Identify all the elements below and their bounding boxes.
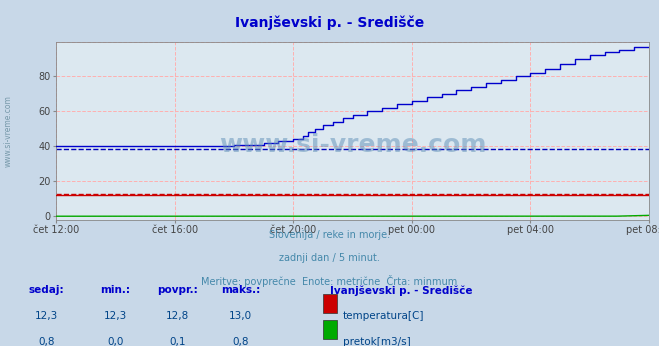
Text: 0,8: 0,8 [38, 337, 55, 346]
Text: povpr.:: povpr.: [158, 285, 198, 295]
Text: 0,1: 0,1 [169, 337, 186, 346]
Text: sedaj:: sedaj: [28, 285, 64, 295]
Text: 0,0: 0,0 [107, 337, 123, 346]
Text: 13,0: 13,0 [229, 311, 252, 321]
Text: 12,3: 12,3 [34, 311, 58, 321]
Text: pretok[m3/s]: pretok[m3/s] [343, 337, 411, 346]
Text: Ivanjševski p. - Središče: Ivanjševski p. - Središče [235, 16, 424, 30]
Text: 0,8: 0,8 [232, 337, 249, 346]
Text: www.si-vreme.com: www.si-vreme.com [3, 95, 13, 166]
Text: maks.:: maks.: [221, 285, 260, 295]
Text: Slovenija / reke in morje.: Slovenija / reke in morje. [269, 230, 390, 240]
Text: min.:: min.: [100, 285, 130, 295]
Text: 12,3: 12,3 [103, 311, 127, 321]
Text: Ivanjševski p. - Središče: Ivanjševski p. - Središče [330, 285, 472, 296]
Text: temperatura[C]: temperatura[C] [343, 311, 424, 321]
Text: Meritve: povprečne  Enote: metrične  Črta: minmum: Meritve: povprečne Enote: metrične Črta:… [202, 275, 457, 287]
Text: www.si-vreme.com: www.si-vreme.com [219, 133, 486, 157]
Text: zadnji dan / 5 minut.: zadnji dan / 5 minut. [279, 253, 380, 263]
Text: 12,8: 12,8 [166, 311, 190, 321]
